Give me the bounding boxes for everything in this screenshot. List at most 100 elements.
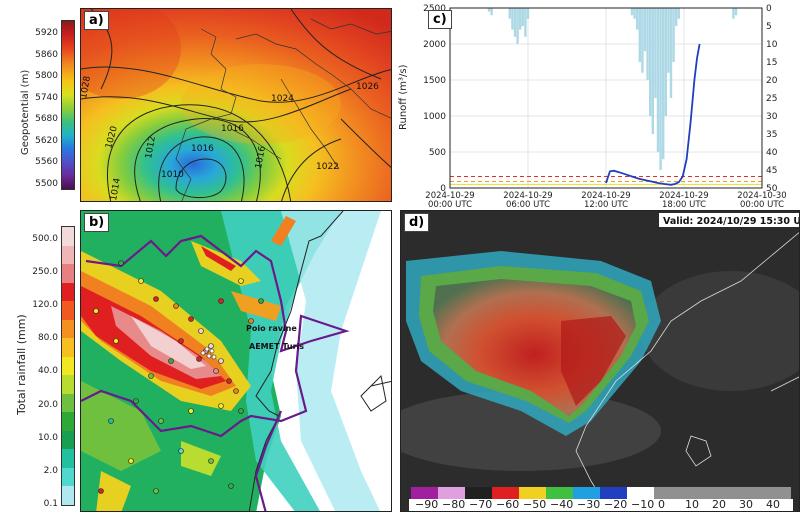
panel-d-colorbar-tick: 0 bbox=[658, 498, 665, 511]
rainfall-bar bbox=[662, 8, 665, 160]
panel-a-colorbar-tick: 5620 bbox=[35, 135, 58, 146]
panel-d-colorbar-tick: −60 bbox=[496, 498, 520, 511]
rainfall-right-tick: 5 bbox=[766, 22, 772, 32]
annotation-poio-ravine: Poio ravine bbox=[246, 324, 297, 333]
runoff-y-tick: 2500 bbox=[423, 4, 446, 14]
panel-a-colorbar-tick: 5860 bbox=[35, 49, 58, 60]
contour-label-1016a: 1016 bbox=[221, 124, 244, 134]
rainfall-bar bbox=[654, 8, 657, 98]
runoff-y-tick: 1000 bbox=[423, 112, 446, 122]
rainfall-bar bbox=[651, 8, 654, 134]
runoff-chart-svg: 0 500 1000 1500 2000 2500 0 5 10 15 20 25 30 35 40 45 50… bbox=[423, 4, 787, 210]
panel-c-label: c) bbox=[428, 10, 452, 29]
contour-label-1016c: 1016 bbox=[254, 145, 268, 170]
contour-label-1024: 1024 bbox=[271, 94, 294, 104]
rainfall-bar bbox=[656, 8, 660, 152]
rainfall-bar bbox=[734, 8, 738, 16]
rainfall-bar bbox=[630, 8, 634, 16]
panel-b-rainfall-map: Poio ravine AEMET Turis b) bbox=[80, 210, 392, 512]
geopotential-map-svg: 1024 1016 1020 1012 1016 1010 1014 1016 … bbox=[81, 9, 391, 202]
rainfall-bar bbox=[659, 8, 662, 170]
panel-b-colorbar-tick: 40.0 bbox=[37, 366, 58, 377]
runoff-x-tick-time: 12:00 UTC bbox=[584, 200, 628, 210]
panel-b-colorbar bbox=[61, 226, 75, 506]
rainfall-bar bbox=[643, 8, 647, 52]
rainfall-map-svg: Poio ravine AEMET Turis bbox=[81, 211, 391, 511]
panel-b-colorbar-tick: 10.0 bbox=[37, 432, 58, 443]
runoff-x-tick-time: 06:00 UTC bbox=[506, 200, 550, 210]
panel-a-colorbar bbox=[61, 20, 75, 190]
rainfall-bar bbox=[516, 8, 519, 44]
rainfall-right-tick: 40 bbox=[766, 148, 778, 158]
runoff-y-axis-title: Runoff (m³/s) bbox=[398, 64, 409, 131]
runoff-series-line bbox=[605, 43, 701, 186]
contour-label-1026: 1026 bbox=[356, 82, 379, 92]
panel-b-colorbar-tick: 500.0 bbox=[32, 234, 58, 244]
panel-a-label: a) bbox=[84, 11, 109, 30]
rainfall-bar bbox=[519, 8, 522, 30]
runoff-x-tick-date: 2024-10-29 bbox=[425, 191, 474, 201]
panel-d-colorbar-tick: −90 bbox=[415, 498, 439, 511]
panel-a-geopotential-map: 1024 1016 1020 1012 1016 1010 1014 1016 … bbox=[80, 8, 392, 202]
runoff-x-tick-date: 2024-10-29 bbox=[503, 191, 552, 201]
rainfall-bar bbox=[508, 8, 511, 19]
panel-d-label: d) bbox=[404, 213, 430, 232]
rainfall-bar bbox=[524, 8, 527, 37]
rainfall-right-tick: 0 bbox=[766, 4, 772, 14]
rainfall-bar bbox=[638, 8, 641, 62]
rainfall-bar bbox=[649, 8, 652, 116]
panel-d-colorbar-tick: 40 bbox=[766, 498, 780, 511]
runoff-x-tick-time: 00:00 UTC bbox=[428, 200, 472, 210]
valid-time-label: Valid: 2024/10/29 15:30 UTC bbox=[663, 216, 800, 227]
runoff-y-tick: 2000 bbox=[423, 40, 446, 50]
rainfall-right-tick: 45 bbox=[766, 166, 777, 176]
panel-b-colorbar-tick: 20.0 bbox=[37, 399, 58, 410]
rainfall-bar bbox=[633, 8, 636, 19]
panel-b-colorbar-title: Total rainfall (mm) bbox=[15, 314, 28, 415]
panel-a-colorbar-tick: 5740 bbox=[35, 92, 58, 103]
panel-a-colorbar-tick: 5500 bbox=[35, 178, 58, 189]
runoff-x-tick-time: 00:00 UTC bbox=[740, 200, 784, 210]
rainfall-bar bbox=[669, 8, 673, 98]
rainfall-right-tick: 20 bbox=[766, 76, 778, 86]
runoff-y-tick: 1500 bbox=[423, 76, 446, 86]
panel-a-colorbar-tick: 5800 bbox=[35, 71, 58, 81]
rainfall-bar bbox=[513, 8, 517, 37]
runoff-y-tick: 0 bbox=[440, 184, 446, 194]
rainfall-bar bbox=[521, 8, 524, 26]
contour-label-1022: 1022 bbox=[316, 162, 339, 172]
runoff-x-tick-date: 2024-10-29 bbox=[659, 191, 708, 201]
rainfall-bar bbox=[675, 8, 678, 26]
panel-d-colorbar-tick: −70 bbox=[469, 498, 493, 511]
contour-label-1012: 1012 bbox=[144, 135, 158, 159]
rainfall-bar bbox=[672, 8, 675, 62]
panel-d-colorbar-tick: −80 bbox=[442, 498, 466, 511]
panel-d-colorbar-tick: 20 bbox=[712, 498, 726, 511]
runoff-plot-frame bbox=[449, 7, 763, 189]
rainfall-bar bbox=[641, 8, 644, 73]
rainfall-right-tick: 10 bbox=[766, 40, 778, 50]
panel-d-colorbar-tick: 10 bbox=[685, 498, 699, 511]
rainfall-bar bbox=[677, 8, 680, 19]
runoff-x-tick-date: 2024-10-30 bbox=[737, 191, 786, 201]
panel-d-colorbar-tick: 30 bbox=[739, 498, 753, 511]
station-dots bbox=[93, 260, 264, 494]
contour-label-1014: 1014 bbox=[109, 177, 123, 202]
rainfall-bar bbox=[636, 8, 639, 30]
rainfall-right-tick: 50 bbox=[766, 184, 778, 194]
panel-d-colorbar-tick: −40 bbox=[550, 498, 574, 511]
rainfall-right-tick: 25 bbox=[766, 94, 777, 104]
panel-b-colorbar-tick: 250.0 bbox=[32, 267, 58, 278]
rainfall-bar bbox=[646, 8, 649, 80]
annotation-aemet-turis: AEMET Turis bbox=[249, 342, 304, 351]
panel-b-colorbar-tick: 0.1 bbox=[43, 498, 58, 509]
panel-a-colorbar-title: Geopotential (m) bbox=[20, 69, 31, 155]
panel-d-colorbar-tick: −30 bbox=[577, 498, 601, 511]
satellite-map-svg: Valid: 2024/10/29 15:30 UTC bbox=[401, 211, 800, 511]
panel-d-colorbar-tick: −10 bbox=[631, 498, 655, 511]
panel-d-colorbar bbox=[411, 487, 791, 499]
contour-label-1028: 1028 bbox=[81, 75, 93, 100]
panel-b-colorbar-tick: 120.0 bbox=[32, 300, 58, 311]
rainfall-bar bbox=[490, 8, 493, 16]
runoff-x-tick-time: 18:00 UTC bbox=[662, 200, 706, 210]
